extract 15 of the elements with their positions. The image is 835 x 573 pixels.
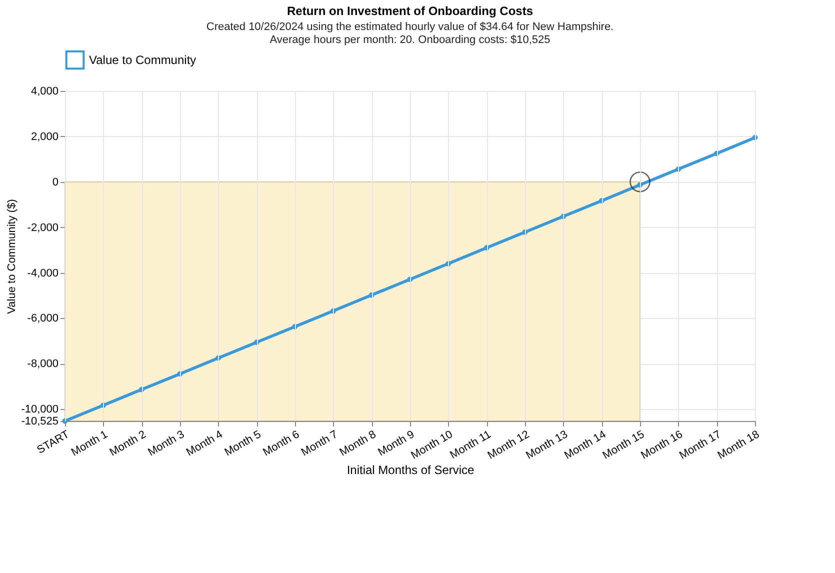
y-tick-label: -10,525	[21, 416, 58, 428]
y-tick-label: 0	[52, 176, 58, 188]
text: Average hours per month: 20. Onboarding costs: $10,525	[270, 34, 550, 46]
y-tick-label: -2,000	[27, 222, 58, 234]
legend-label: Value to Community	[89, 53, 196, 67]
y-tick-label: -8,000	[27, 358, 58, 370]
y-tick-label: -4,000	[27, 267, 58, 280]
x-axis-title: Initial Months of Service	[346, 462, 475, 477]
text: Created 10/26/2024 using the estimated hourly value of $34.64 for New Hampshire.	[206, 21, 614, 33]
y-tick-label: -10,000	[21, 404, 58, 416]
y-tick-label: 2,000	[30, 130, 58, 143]
chart-title: Return on Investment of Onboarding Costs	[286, 4, 534, 18]
y-tick-label: 4,000	[30, 86, 58, 98]
y-axis-title: Value to Community ($)	[6, 199, 18, 314]
y-tick-label: -6,000	[27, 312, 58, 325]
